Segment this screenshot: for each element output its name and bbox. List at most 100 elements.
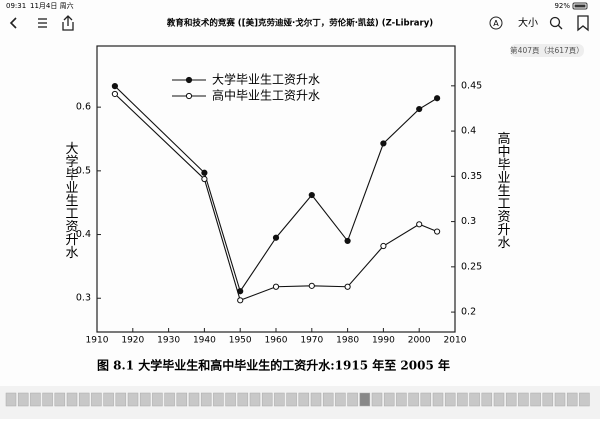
figure-caption: 图 8.1 大学毕业生和高中毕业生的工资升水:1915 年至 2005 年 — [97, 358, 450, 373]
battery-level — [574, 4, 586, 8]
y2-tick-label: 0.35 — [461, 171, 482, 182]
thumbnail — [396, 392, 407, 407]
y2-axis-title: 高中毕业生工资升水 — [495, 131, 511, 249]
thumbnail — [42, 392, 53, 407]
thumbnail — [91, 392, 102, 407]
thumbnail — [78, 392, 90, 407]
data-point — [111, 83, 119, 90]
thumbnail — [310, 392, 322, 407]
back-button[interactable] — [9, 17, 17, 29]
thumbnail — [225, 392, 236, 407]
thumbnail — [505, 392, 517, 407]
thumbnail — [432, 392, 444, 407]
thumbnail — [457, 392, 468, 407]
page-label: 第407頁（共617頁） — [510, 45, 584, 55]
search-handle — [557, 24, 563, 30]
thumbnail — [371, 392, 383, 407]
data-point — [434, 228, 441, 235]
y2-tick-label: 0.4 — [461, 126, 476, 137]
thumbnail — [420, 392, 432, 407]
annotate-button[interactable] — [489, 16, 503, 30]
page-pill — [510, 44, 584, 57]
data-point — [272, 283, 280, 290]
book-title: 教育和技术的竞赛 ([美]克劳迪娅·戈尔丁，劳伦斯·凯兹) (Z-Library… — [166, 18, 433, 29]
thumbnail — [237, 392, 249, 407]
thumbnail — [518, 392, 529, 407]
thumbnail — [444, 392, 456, 407]
thumbnail — [152, 392, 163, 407]
y2-tick-label: 0.3 — [461, 216, 476, 227]
thumbnail — [469, 392, 480, 407]
x-tick-label: 2010 — [444, 336, 467, 346]
x-tick-label: 1960 — [265, 336, 288, 346]
data-point — [201, 175, 208, 183]
y-tick-label: 0.5 — [76, 165, 91, 176]
x-tick-label: 1990 — [372, 336, 395, 346]
share-button[interactable] — [62, 15, 74, 31]
legend-label: 大学毕业生工资升水 — [212, 72, 320, 87]
thumbnail — [249, 392, 261, 407]
x-tick-label: 1910 — [86, 336, 109, 346]
status-date: 11月4日 周六 — [30, 1, 74, 10]
thumbnail — [164, 392, 175, 407]
x-tick-label: 1930 — [157, 336, 180, 346]
y-tick-label: 0.6 — [76, 102, 91, 113]
thumbnail — [530, 392, 541, 407]
thumbnail — [542, 392, 554, 407]
x-tick-label: 1920 — [121, 336, 144, 346]
thumbnail — [115, 392, 127, 407]
data-point — [272, 234, 280, 241]
thumbnail — [66, 392, 78, 407]
annotate-icon: A — [493, 19, 499, 28]
y2-tick-label: 0.2 — [461, 307, 476, 318]
data-point — [308, 191, 315, 199]
thumbnail — [200, 392, 212, 407]
data-point — [434, 95, 441, 102]
y-tick-label: 0.3 — [76, 293, 91, 304]
y2-tick-label: 0.45 — [461, 80, 482, 91]
data-point — [308, 282, 315, 289]
thumbnail — [298, 392, 310, 407]
thumbnail — [481, 392, 493, 407]
thumbnail — [188, 392, 200, 407]
thumbnail — [213, 392, 224, 407]
contents-button[interactable] — [38, 18, 47, 28]
thumbnail — [286, 392, 297, 407]
thumbnail — [493, 392, 505, 407]
data-point — [344, 283, 351, 290]
x-tick-label: 1970 — [300, 336, 323, 346]
thumbnail — [274, 392, 285, 407]
thumbnail — [359, 392, 371, 407]
x-tick-label: 2000 — [408, 336, 431, 346]
thumbnail — [408, 392, 419, 407]
bookmark-button[interactable] — [577, 15, 589, 32]
thumbnail — [103, 392, 114, 407]
thumbnail — [176, 392, 188, 407]
data-point — [416, 221, 423, 228]
data-point — [416, 105, 423, 113]
thumbnail — [54, 392, 66, 407]
data-point — [201, 169, 208, 176]
status-time: 09:31 — [6, 2, 26, 10]
thumbnail — [335, 392, 346, 407]
thumbnail — [5, 392, 17, 407]
y-axis-title: 大学毕业生工资升水 — [63, 142, 79, 259]
thumbnail — [347, 392, 358, 407]
thumbnail — [261, 392, 273, 407]
y-tick-label: 0.4 — [76, 229, 91, 240]
font-size-button[interactable]: 大小 — [518, 16, 538, 29]
thumbnail — [554, 392, 566, 407]
data-point — [380, 242, 387, 250]
search-button[interactable] — [549, 16, 561, 28]
thumbnail — [579, 392, 590, 407]
battery-icon — [572, 2, 588, 10]
thumbnail — [322, 392, 334, 407]
thumbnail — [139, 392, 151, 407]
x-tick-label: 1950 — [229, 336, 252, 346]
legend-marker — [185, 92, 193, 100]
thumbnail — [30, 392, 41, 407]
legend-marker — [185, 76, 193, 84]
status-battery: 92% — [554, 2, 570, 10]
data-point — [237, 297, 244, 304]
